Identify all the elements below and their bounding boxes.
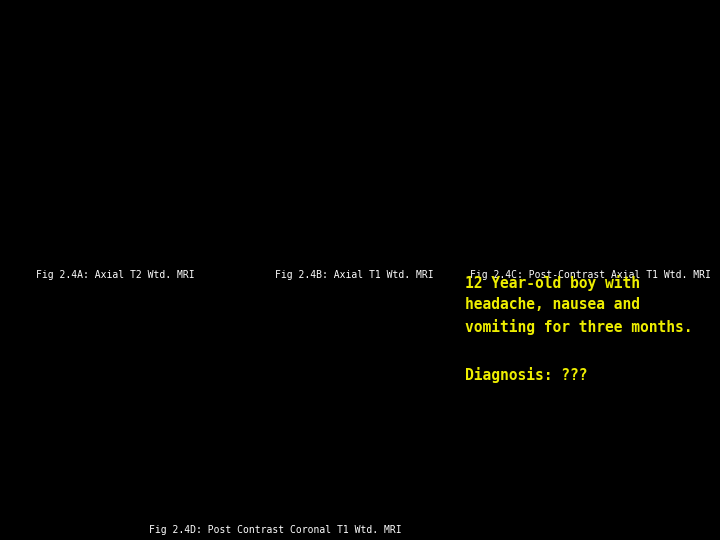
Text: Fig 2.4A: Axial T2 Wtd. MRI: Fig 2.4A: Axial T2 Wtd. MRI — [36, 270, 194, 280]
Text: Diagnosis: ???: Diagnosis: ??? — [465, 367, 588, 383]
Text: Fig 2.4B: Axial T1 Wtd. MRI: Fig 2.4B: Axial T1 Wtd. MRI — [275, 270, 433, 280]
Text: Fig 2.4C: Post-Contrast Axial T1 Wtd. MRI: Fig 2.4C: Post-Contrast Axial T1 Wtd. MR… — [470, 270, 711, 280]
Text: 12 Year-old boy with
headache, nausea and
vomiting for three months.: 12 Year-old boy with headache, nausea an… — [465, 275, 693, 335]
Text: Fig 2.4D: Post Contrast Coronal T1 Wtd. MRI: Fig 2.4D: Post Contrast Coronal T1 Wtd. … — [149, 525, 401, 535]
